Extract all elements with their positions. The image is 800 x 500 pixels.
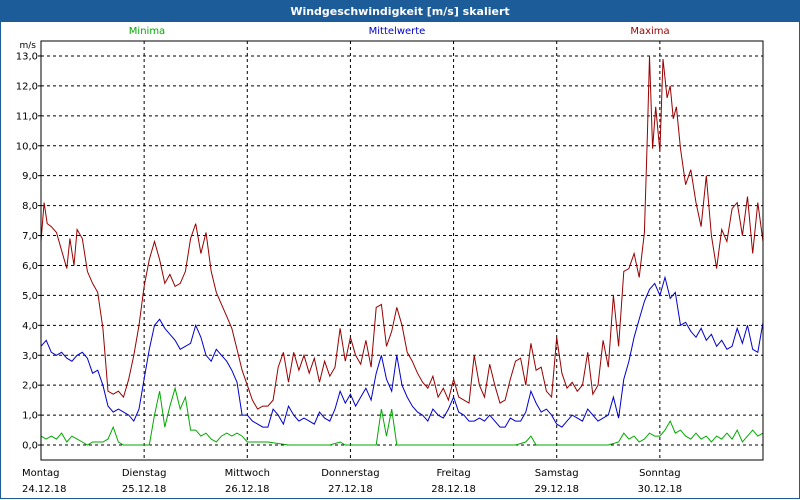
legend-mittelwerte: Mittelwerte bbox=[369, 26, 426, 37]
x-date-label: 24.12.18 bbox=[22, 484, 67, 495]
x-date-label: 27.12.18 bbox=[328, 484, 373, 495]
plot-frame bbox=[40, 40, 764, 461]
y-tick-label: 5,0 bbox=[22, 291, 38, 302]
y-tick-label: 10,0 bbox=[16, 141, 38, 152]
y-tick-label: 7,0 bbox=[22, 231, 38, 242]
y-tick-label: 12,0 bbox=[16, 81, 38, 92]
x-date-label: 25.12.18 bbox=[122, 484, 167, 495]
x-date-label: 30.12.18 bbox=[638, 484, 683, 495]
x-date-label: 26.12.18 bbox=[225, 484, 270, 495]
chart-legend: Minima Mittelwerte Maxima bbox=[129, 26, 670, 37]
window-title-bar: Windgeschwindigkeit [m/s] skaliert bbox=[0, 0, 800, 22]
x-day-label: Dienstag bbox=[122, 468, 167, 479]
series-line-mittelwerte bbox=[40, 275, 764, 428]
x-day-label: Donnerstag bbox=[321, 468, 379, 479]
y-tick-label: 11,0 bbox=[16, 111, 38, 122]
window-title: Windgeschwindigkeit [m/s] skaliert bbox=[290, 4, 510, 18]
y-tick-label: 9,0 bbox=[22, 171, 38, 182]
x-day-label: Freitag bbox=[436, 468, 470, 479]
x-day-label: Mittwoch bbox=[225, 468, 270, 479]
y-tick-label: 6,0 bbox=[22, 261, 38, 272]
y-tick-label: 2,0 bbox=[22, 381, 38, 392]
x-day-label: Samstag bbox=[535, 468, 579, 479]
series-line-minima bbox=[40, 386, 764, 446]
legend-maxima: Maxima bbox=[630, 26, 669, 37]
legend-minima: Minima bbox=[129, 26, 165, 37]
x-day-label: Montag bbox=[22, 468, 59, 479]
y-tick-label: 3,0 bbox=[22, 351, 38, 362]
y-tick-label: 0,0 bbox=[22, 441, 38, 452]
y-tick-label: 4,0 bbox=[22, 321, 38, 332]
series-line-maxima bbox=[40, 55, 764, 410]
y-tick-label: 1,0 bbox=[22, 411, 38, 422]
y-tick-label: 8,0 bbox=[22, 201, 38, 212]
y-axis-unit: m/s bbox=[20, 41, 37, 51]
x-date-label: 28.12.18 bbox=[431, 484, 476, 495]
x-day-label: Sonntag bbox=[639, 468, 681, 479]
x-date-label: 29.12.18 bbox=[534, 484, 579, 495]
y-tick-label: 13,0 bbox=[16, 51, 38, 62]
